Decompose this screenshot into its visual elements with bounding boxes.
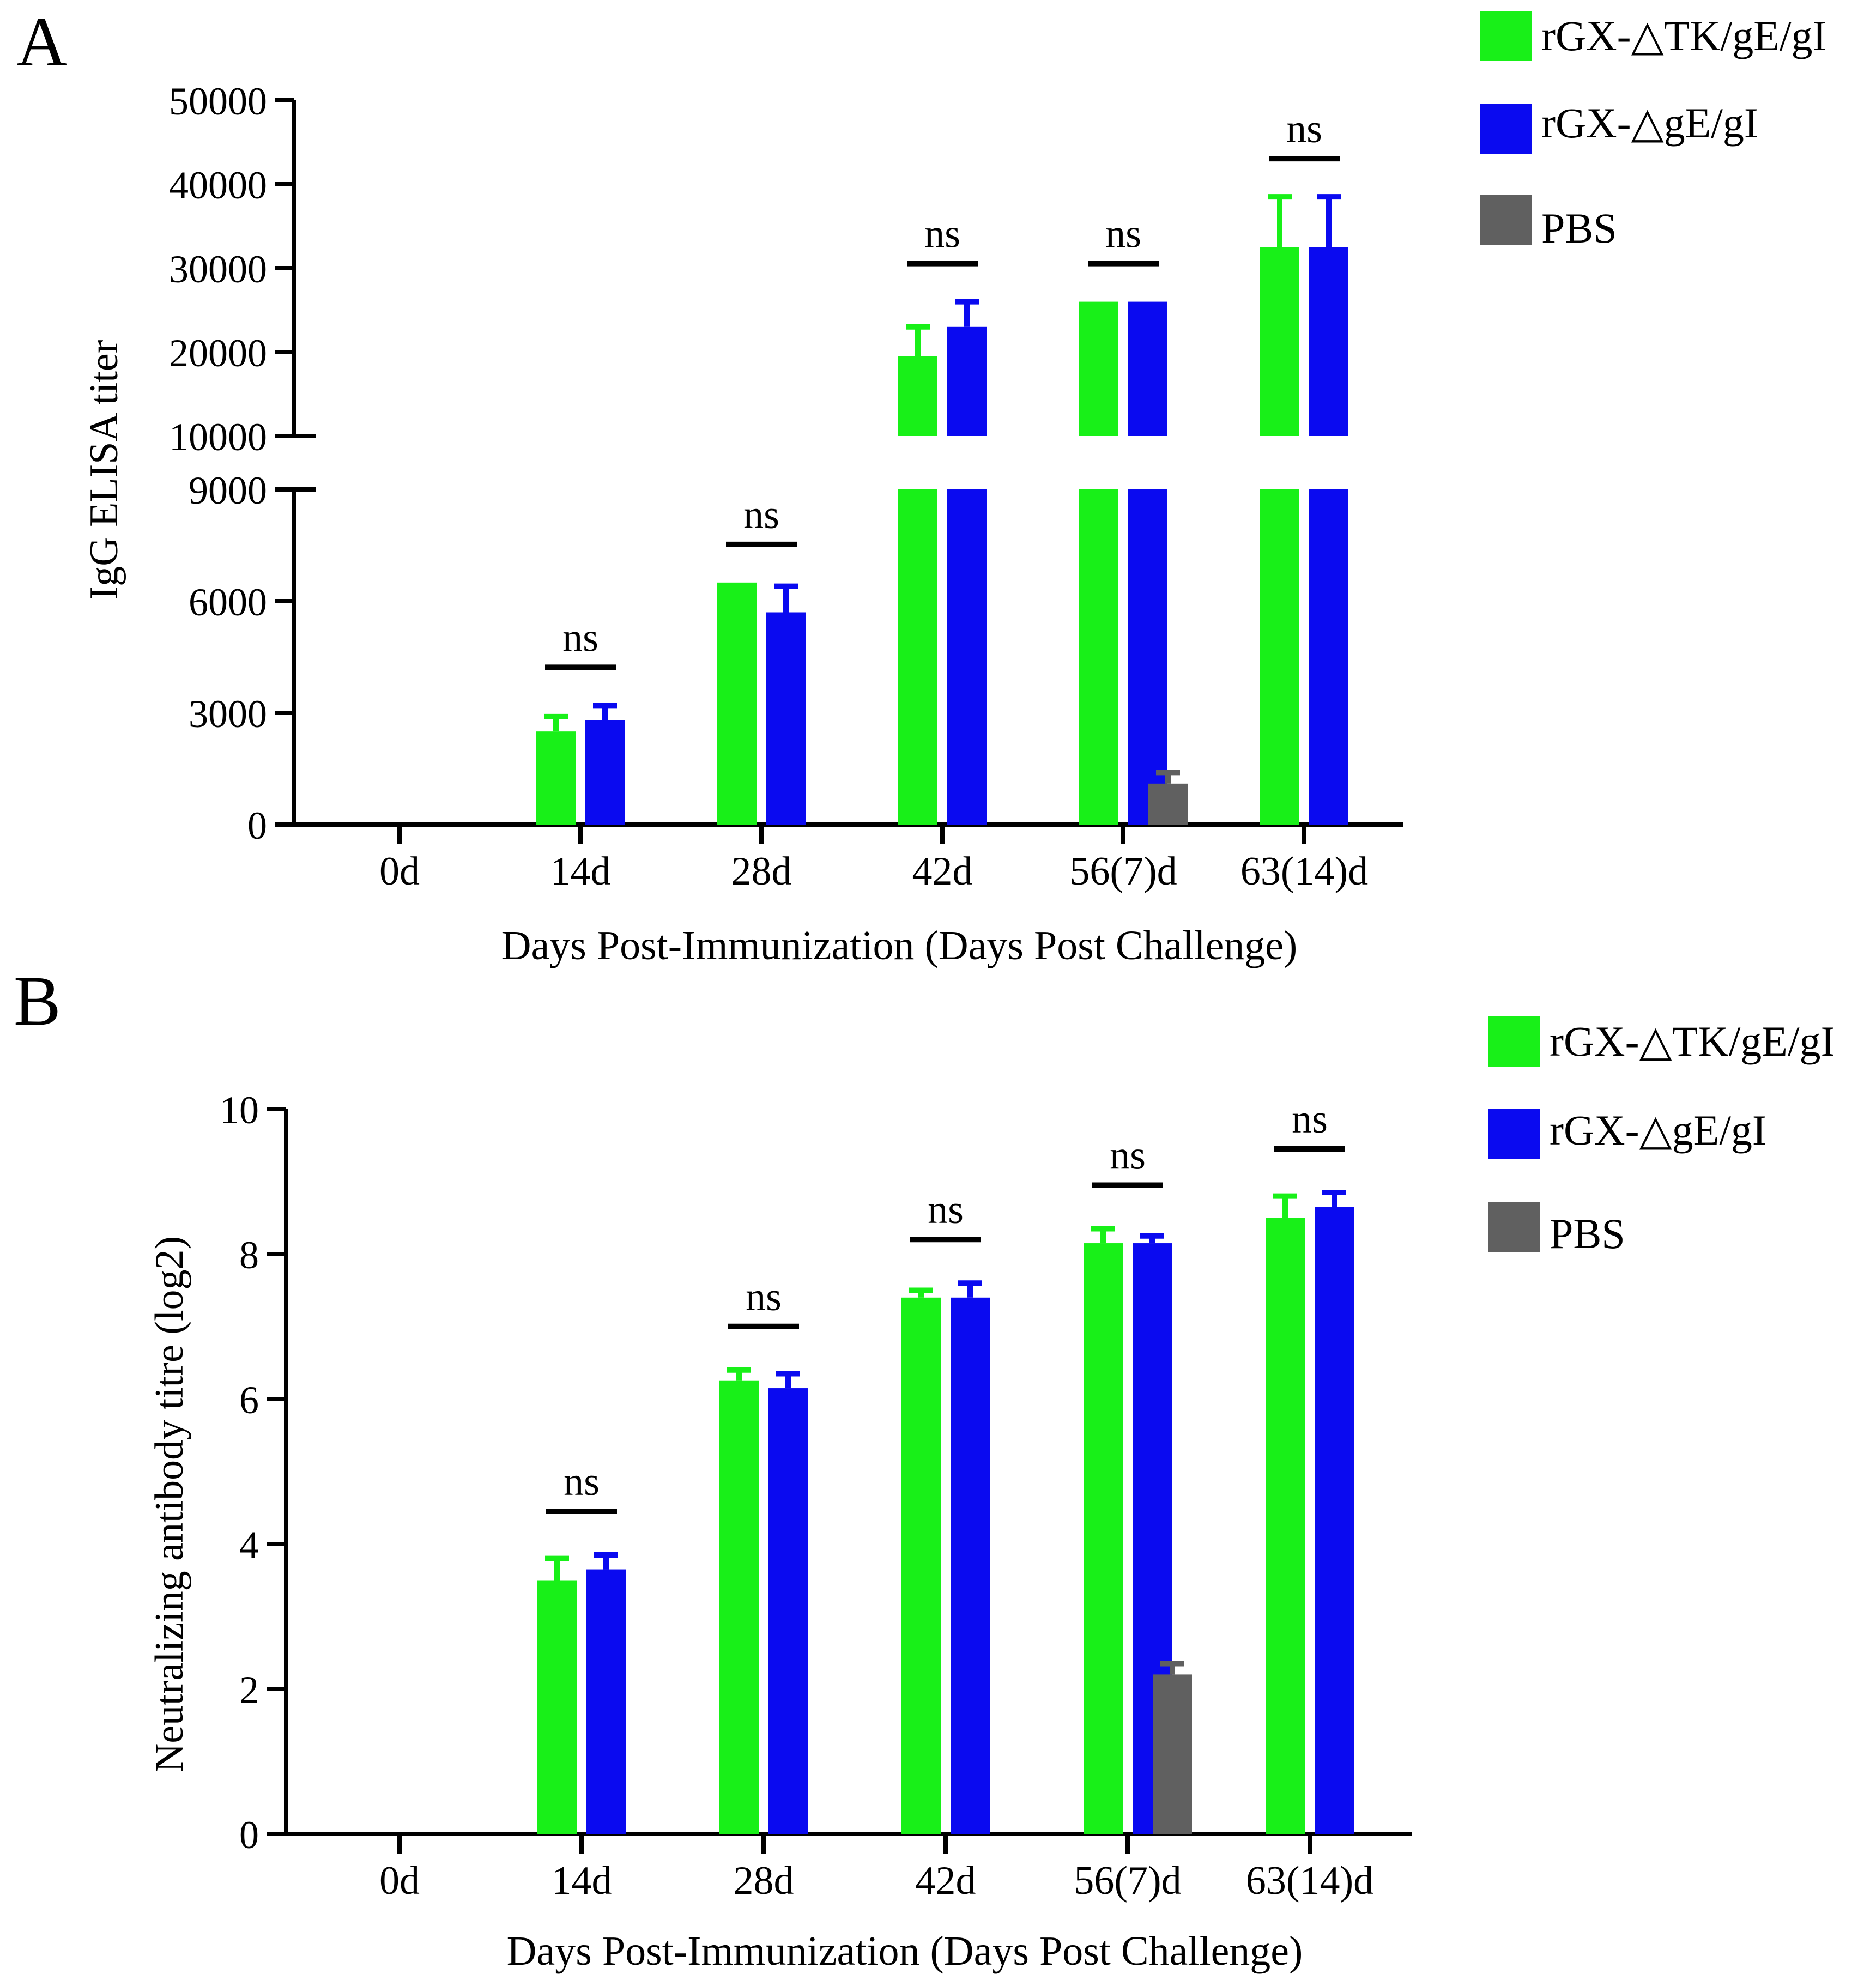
x-tick-label: 14d	[552, 1858, 612, 1903]
bar-rgx-tk-ge-gi	[536, 731, 576, 825]
significance-label: ns	[1286, 107, 1322, 152]
bar-rgx-tk-ge-gi	[1079, 301, 1118, 436]
bar-rgx-ge-gi	[766, 612, 806, 825]
legend-label: rGX-△TK/gE/gI	[1550, 1018, 1835, 1065]
legend-label: rGX-△TK/gE/gI	[1541, 12, 1827, 59]
panel-a-legend: rGX-△TK/gE/gI rGX-△gE/gI PBS	[1480, 11, 1827, 252]
bar-rgx-ge-gi	[951, 1297, 990, 1834]
bar-rgx-tk-ge-gi	[719, 1380, 759, 1834]
legend-item: rGX-△gE/gI	[1488, 1106, 1766, 1159]
x-tick-label: 42d	[916, 1858, 976, 1903]
panel-b-letter: B	[14, 962, 61, 1040]
significance-label: ns	[1292, 1097, 1328, 1142]
significance-label: ns	[746, 1275, 782, 1319]
x-tick-label: 56(7)d	[1069, 849, 1177, 894]
significance-label: ns	[564, 1460, 600, 1504]
bar-rgx-tk-ge-gi	[1079, 489, 1118, 825]
legend-swatch-pbs	[1480, 195, 1532, 245]
y-tick-label: 3000	[189, 692, 267, 736]
bar-rgx-tk-ge-gi	[898, 356, 937, 436]
legend-swatch-rgx-ge-gi	[1488, 1109, 1540, 1159]
x-tick-label: 56(7)d	[1074, 1858, 1181, 1903]
y-tick-label: 20000	[169, 331, 267, 375]
bar-rgx-ge-gi	[768, 1388, 808, 1834]
y-tick-label: 0	[239, 1813, 259, 1857]
bar-rgx-ge-gi	[1309, 489, 1348, 825]
panel-a-y-axis-label: IgG ELISA titer	[82, 340, 126, 600]
bar-rgx-tk-ge-gi	[1084, 1243, 1123, 1834]
legend-item: PBS	[1480, 195, 1617, 252]
bar-rgx-tk-ge-gi	[537, 1580, 577, 1834]
legend-label: PBS	[1550, 1210, 1625, 1257]
x-tick-label: 42d	[912, 849, 973, 894]
x-tick-label: 28d	[734, 1858, 794, 1903]
significance-label: ns	[924, 212, 960, 257]
bar-rgx-tk-ge-gi	[901, 1297, 941, 1834]
y-tick-label: 40000	[169, 164, 267, 207]
bar-rgx-ge-gi	[1309, 247, 1348, 436]
y-tick-label: 8	[239, 1233, 259, 1277]
legend-swatch-rgx-tk-ge-gi	[1488, 1016, 1540, 1067]
bar-rgx-tk-ge-gi	[1260, 489, 1299, 825]
bar-pbs	[1153, 1674, 1192, 1834]
significance-label: ns	[562, 615, 598, 660]
panel-a: A IgG ELISA titer Days Post-Immunization…	[16, 3, 1827, 968]
bar-rgx-tk-ge-gi	[717, 582, 757, 825]
bar-rgx-tk-ge-gi	[1260, 247, 1299, 436]
y-tick-label: 6000	[189, 580, 267, 624]
bar-rgx-ge-gi	[586, 1569, 626, 1834]
y-tick-label: 10	[220, 1088, 259, 1132]
significance-label: ns	[743, 493, 779, 537]
y-tick-label: 50000	[169, 80, 267, 123]
legend-label: rGX-△gE/gI	[1550, 1106, 1766, 1154]
bar-rgx-tk-ge-gi	[1266, 1218, 1305, 1834]
x-tick-label: 0d	[379, 1858, 420, 1903]
legend-swatch-rgx-ge-gi	[1480, 104, 1532, 154]
bar-rgx-ge-gi	[1128, 301, 1167, 436]
legend-swatch-pbs	[1488, 1202, 1540, 1252]
significance-label: ns	[1105, 212, 1141, 257]
x-tick-label: 0d	[379, 849, 420, 894]
legend-item: PBS	[1488, 1202, 1625, 1257]
legend-item: rGX-△TK/gE/gI	[1488, 1016, 1835, 1067]
panel-a-x-axis-label: Days Post-Immunization (Days Post Challe…	[501, 923, 1298, 968]
y-tick-label: 0	[247, 804, 267, 847]
panel-a-letter: A	[16, 3, 68, 81]
bar-rgx-ge-gi	[585, 720, 625, 825]
y-tick-label: 2	[239, 1668, 259, 1712]
panel-b-x-axis-label: Days Post-Immunization (Days Post Challe…	[507, 1928, 1303, 1974]
panel-a-plot-area: 0 3000 6000 9000 10000 20000 30000 40000 50000 0d…	[169, 80, 1403, 894]
bar-pbs	[1148, 783, 1188, 825]
legend-label: rGX-△gE/gI	[1541, 99, 1758, 147]
significance-label: ns	[928, 1188, 964, 1232]
bar-rgx-ge-gi	[1315, 1207, 1354, 1834]
x-tick-label: 63(14)d	[1246, 1858, 1373, 1903]
x-tick-label: 14d	[550, 849, 611, 894]
significance-label: ns	[1110, 1133, 1146, 1178]
panel-b-plot-area: 0 2 4 6 8 10 0d 14d 28d 42d 56(7)d 63(14)d ns ns ns ns n…	[220, 1088, 1412, 1903]
panel-b: B Neutralizing antibody titre (log2) Day…	[14, 962, 1835, 1974]
legend-item: rGX-△gE/gI	[1480, 99, 1758, 154]
bar-rgx-ge-gi	[947, 489, 987, 825]
legend-swatch-rgx-tk-ge-gi	[1480, 11, 1532, 61]
y-tick-label: 30000	[169, 247, 267, 291]
legend-label: PBS	[1541, 204, 1617, 252]
y-tick-label: 10000	[169, 415, 267, 459]
panel-b-y-axis-label: Neutralizing antibody titre (log2)	[147, 1236, 192, 1772]
bar-rgx-tk-ge-gi	[898, 489, 937, 825]
bar-rgx-ge-gi	[947, 326, 987, 436]
y-tick-label: 9000	[189, 469, 267, 512]
y-tick-label: 6	[239, 1378, 259, 1422]
y-tick-label: 4	[239, 1523, 259, 1567]
bar-rgx-ge-gi	[1128, 489, 1167, 825]
x-tick-label: 28d	[731, 849, 792, 894]
legend-item: rGX-△TK/gE/gI	[1480, 11, 1827, 61]
x-tick-label: 63(14)d	[1240, 849, 1368, 894]
panel-b-legend: rGX-△TK/gE/gI rGX-△gE/gI PBS	[1488, 1016, 1835, 1257]
